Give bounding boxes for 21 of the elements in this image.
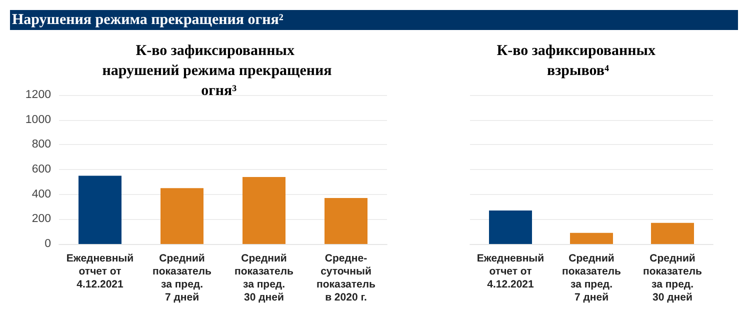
y-tick-label: 400 [32, 188, 51, 200]
chart-title: К-во зафиксированных взрывов⁴ [496, 43, 660, 79]
x-tick-label: Средне- суточный показатель в 2020 г. [316, 252, 376, 304]
x-tick-label: Ежедневный отчет от 4.12.2021 [66, 252, 134, 290]
x-tick-label: Средний показатель за пред. 7 дней [152, 252, 212, 304]
x-tick-label: Средний показатель за пред. 30 дней [234, 252, 294, 304]
x-tick-label: Средний показатель за пред. 7 дней [562, 252, 622, 304]
y-tick-label: 1200 [25, 89, 51, 101]
y-tick-label: 0 [44, 238, 51, 250]
chart-subtitle: К-во зафиксированных нарушений режима прекращения огня³ [102, 43, 332, 99]
text: Нарушения режима прекращения огня² [10, 10, 738, 30]
y-tick-label: 200 [32, 213, 51, 226]
y-tick-label: 600 [32, 164, 51, 176]
bar [242, 176, 286, 244]
y-tick-label: 800 [32, 138, 51, 151]
bar [160, 188, 204, 244]
y-tick-label: 1000 [25, 114, 51, 126]
bar [78, 176, 122, 244]
x-tick-label: Ежедневный отчет от 4.12.2021 [476, 252, 544, 290]
bar [324, 198, 368, 244]
x-tick-label: Средний показатель за пред. 30 дней [642, 252, 703, 304]
